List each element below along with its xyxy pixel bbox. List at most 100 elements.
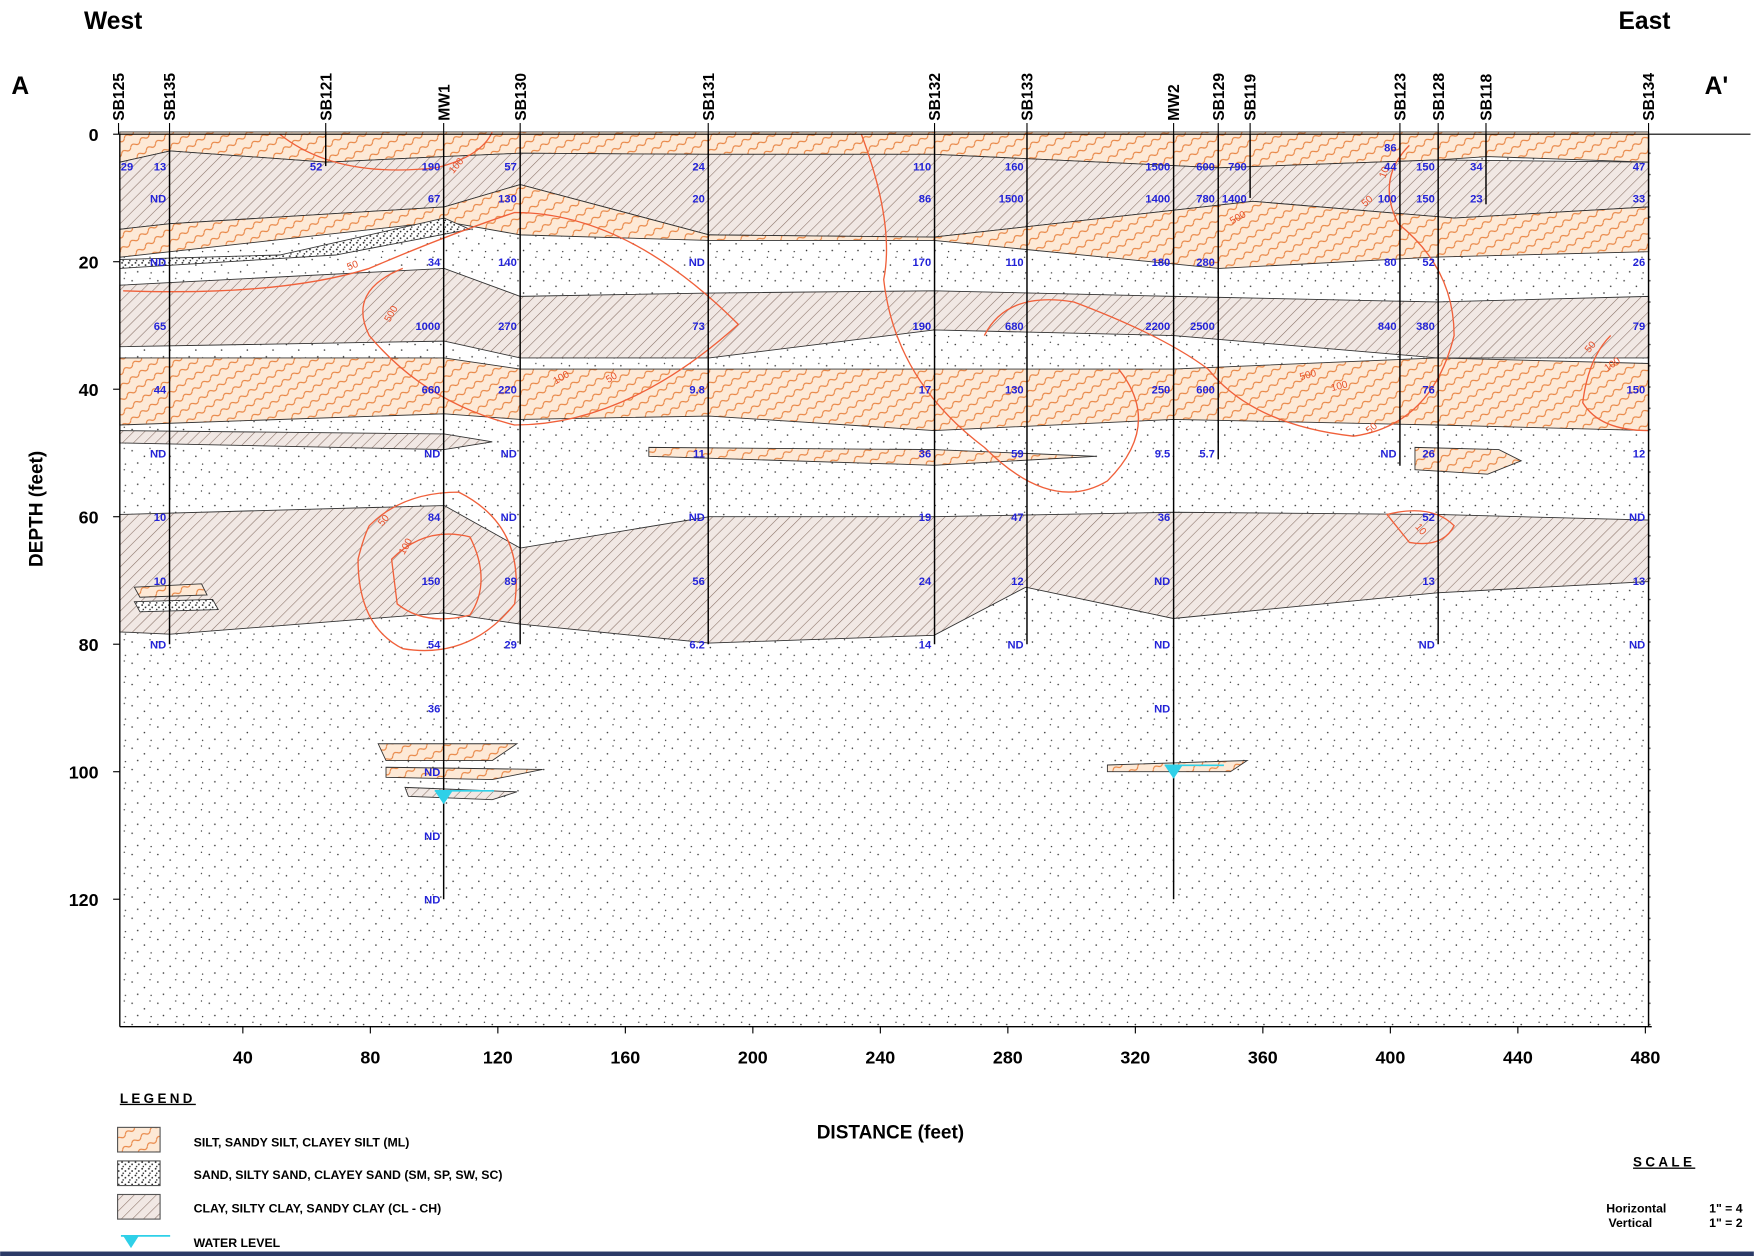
section-end: A' — [1705, 73, 1729, 100]
sample-value: 840 — [1378, 321, 1397, 333]
sample-value: 9.8 — [689, 385, 705, 397]
sample-value: 660 — [422, 385, 441, 397]
boring-name: MW2 — [1166, 84, 1183, 121]
bottom-bar — [0, 1252, 1754, 1256]
sample-value: ND — [1154, 640, 1170, 652]
sample-value: 180 — [1152, 257, 1171, 269]
x-tick-label: 400 — [1375, 1048, 1405, 1068]
sample-value: 600 — [1196, 162, 1215, 174]
sample-value: 47 — [1633, 162, 1645, 174]
sample-value: 280 — [1196, 257, 1215, 269]
sample-value: 790 — [1228, 162, 1247, 174]
sample-value: 52 — [1422, 512, 1434, 524]
scale-title: SCALE — [1633, 1155, 1695, 1170]
sample-value: 2500 — [1190, 321, 1215, 333]
sample-value: 140 — [498, 257, 517, 269]
sample-value: 190 — [913, 321, 932, 333]
legend-label: SAND, SILTY SAND, CLAYEY SAND (SM, SP, S… — [194, 1168, 503, 1182]
sample-value: 20 — [692, 193, 704, 205]
sample-value: ND — [424, 831, 440, 843]
boring-name: SB132 — [927, 73, 944, 121]
sample-value: ND — [150, 193, 166, 205]
sample-value: 56 — [692, 576, 704, 588]
legend-swatch-silt — [118, 1127, 161, 1152]
sample-value: 11 — [693, 448, 705, 460]
sample-value: 10 — [154, 576, 166, 588]
sample-value: 10 — [154, 512, 166, 524]
sample-value: 150 — [1416, 162, 1435, 174]
scale-label: Vertical — [1608, 1216, 1652, 1230]
page-body: { "header": {"west": "West", "east": "Ea… — [0, 0, 1754, 1256]
sample-value: 44 — [154, 385, 167, 397]
sample-value: 680 — [1005, 321, 1024, 333]
sample-value: ND — [150, 640, 166, 652]
east-label: East — [1619, 8, 1671, 35]
y-tick-label: 0 — [89, 125, 99, 145]
sample-value: 600 — [1196, 385, 1215, 397]
boring-name: MW1 — [436, 84, 453, 121]
legend-swatch-sand — [118, 1161, 161, 1186]
sample-value: 220 — [498, 385, 517, 397]
sample-value: 79 — [1633, 321, 1645, 333]
x-tick-label: 320 — [1120, 1048, 1150, 1068]
sample-value: 33 — [1633, 193, 1645, 205]
sample-value: ND — [1419, 640, 1435, 652]
sample-value: ND — [150, 448, 166, 460]
sample-value: 44 — [1384, 162, 1397, 174]
legend-title: LEGEND — [120, 1091, 196, 1106]
boring-name: SB125 — [111, 73, 128, 121]
y-tick-label: 100 — [69, 762, 99, 782]
sample-value: 29 — [121, 162, 133, 174]
legend-label: CLAY, SILTY CLAY, SANDY CLAY (CL - CH) — [194, 1201, 442, 1215]
sample-value: 130 — [1005, 385, 1024, 397]
sample-value: 23 — [1470, 193, 1482, 205]
sample-value: 12 — [1011, 576, 1023, 588]
sample-value: 52 — [1422, 257, 1434, 269]
legend-label: SILT, SANDY SILT, CLAYEY SILT (ML) — [194, 1135, 410, 1149]
x-tick-label: 200 — [738, 1048, 768, 1068]
sample-value: 110 — [913, 162, 931, 174]
x-tick-label: 440 — [1503, 1048, 1533, 1068]
sample-value: 86 — [919, 193, 931, 205]
boring-name: SB128 — [1431, 73, 1448, 121]
sample-value: 24 — [692, 162, 705, 174]
sample-value: 14 — [919, 640, 932, 652]
sample-value: ND — [1629, 640, 1645, 652]
boring-name: SB134 — [1641, 73, 1658, 121]
legend-label: WATER LEVEL — [194, 1236, 281, 1250]
x-tick-label: 280 — [993, 1048, 1023, 1068]
sample-value: 36 — [919, 448, 931, 460]
sample-value: ND — [1007, 640, 1023, 652]
y-tick-label: 20 — [79, 252, 99, 272]
sample-value: 59 — [1011, 448, 1023, 460]
sample-value: 52 — [310, 162, 322, 174]
sample-value: 57 — [504, 162, 516, 174]
sample-value: ND — [689, 512, 705, 524]
sample-value: 80 — [1384, 257, 1396, 269]
sample-value: ND — [1629, 512, 1645, 524]
sample-value: 9.5 — [1155, 448, 1171, 460]
sample-value: 86 — [1384, 142, 1396, 154]
sample-value: 36 — [428, 703, 440, 715]
sample-value: ND — [150, 257, 166, 269]
page: Cross Section A-A' html, body { margin: … — [0, 0, 1754, 1256]
sample-value: 6.2 — [689, 640, 705, 652]
scale-value: 1" = 2 — [1709, 1216, 1743, 1230]
sample-value: 380 — [1416, 321, 1435, 333]
sample-value: ND — [1154, 703, 1170, 715]
west-label: West — [84, 8, 142, 35]
sample-value: 65 — [154, 321, 166, 333]
sample-value: 130 — [498, 193, 517, 205]
x-tick-label: 80 — [360, 1048, 380, 1068]
sample-value: 24 — [919, 576, 932, 588]
x-tick-label: 480 — [1630, 1048, 1660, 1068]
x-tick-label: 40 — [233, 1048, 253, 1068]
x-tick-label: 160 — [610, 1048, 640, 1068]
boring-name: SB135 — [162, 73, 179, 121]
sample-value: ND — [424, 448, 440, 460]
sample-value: 1000 — [415, 321, 440, 333]
sample-value: 150 — [422, 576, 441, 588]
sample-value: ND — [689, 257, 705, 269]
y-tick-label: 40 — [79, 380, 99, 400]
sample-value: 73 — [692, 321, 704, 333]
